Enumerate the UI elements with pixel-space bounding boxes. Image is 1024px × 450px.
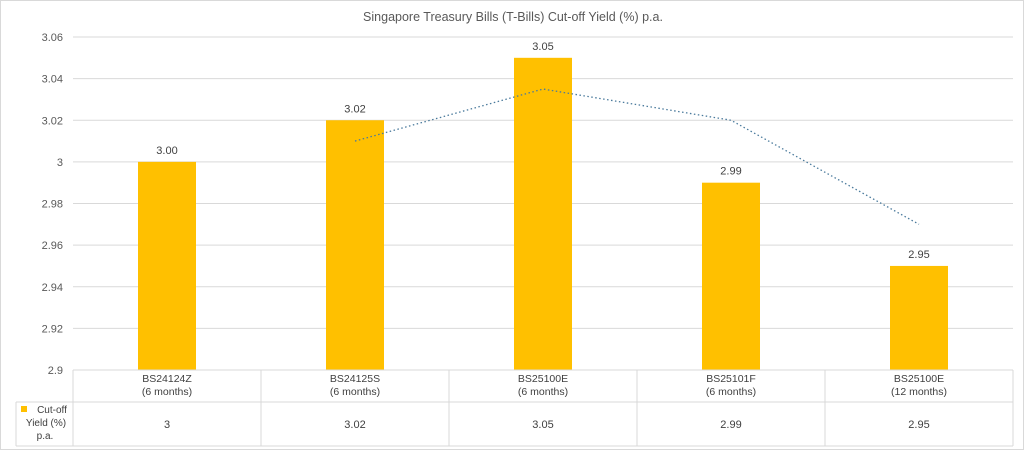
x-tick-label: BS24124Z [142, 373, 192, 385]
data-label: 3.00 [156, 145, 177, 157]
data-label: 2.95 [908, 249, 929, 261]
y-tick-label: 3 [57, 157, 63, 169]
y-tick-label: 3.06 [42, 32, 63, 44]
y-tick-label: 3.02 [42, 115, 63, 127]
bar [138, 161, 196, 370]
x-tick-label: (6 months) [518, 386, 568, 398]
data-label: 2.99 [720, 166, 741, 178]
x-tick-label: (6 months) [330, 386, 380, 398]
table-value: 2.95 [908, 419, 929, 431]
x-tick-label: BS25100E [518, 373, 568, 385]
bar [514, 57, 572, 370]
y-axis: 3.06 3.04 3.02 3 2.98 2.96 2.94 2.92 2.9 [42, 32, 63, 377]
y-tick-label: 3.04 [42, 74, 63, 86]
table-value: 3.02 [344, 419, 365, 431]
y-tick-label: 2.92 [42, 323, 63, 335]
bar [890, 265, 948, 370]
trendline [354, 88, 920, 225]
legend-label: Cut-off [37, 405, 67, 416]
data-label: 3.02 [344, 103, 365, 115]
data-labels: 3.00 3.02 3.05 2.99 2.95 [156, 41, 929, 261]
bar [326, 120, 384, 370]
y-tick-label: 2.96 [42, 240, 63, 252]
x-tick-label: (6 months) [706, 386, 756, 398]
x-tick-label: BS24125S [330, 373, 380, 385]
trendline-line [354, 88, 920, 225]
x-tick-label: BS25100E [894, 373, 944, 385]
chart-title: Singapore Treasury Bills (T-Bills) Cut-o… [363, 10, 663, 24]
legend-label: Yield (%) [26, 418, 66, 429]
y-tick-label: 2.98 [42, 199, 63, 211]
bar [702, 182, 760, 370]
table-value: 3.05 [532, 419, 553, 431]
table-value: 2.99 [720, 419, 741, 431]
x-tick-label: BS25101F [706, 373, 756, 385]
bars [138, 57, 948, 370]
table-value: 3 [164, 419, 170, 431]
legend-swatch [21, 406, 27, 412]
x-tick-label: (6 months) [142, 386, 192, 398]
data-label: 3.05 [532, 41, 553, 53]
legend-label: p.a. [37, 431, 54, 442]
y-tick-label: 2.9 [48, 365, 63, 377]
y-tick-label: 2.94 [42, 282, 63, 294]
x-tick-label: (12 months) [891, 386, 947, 398]
